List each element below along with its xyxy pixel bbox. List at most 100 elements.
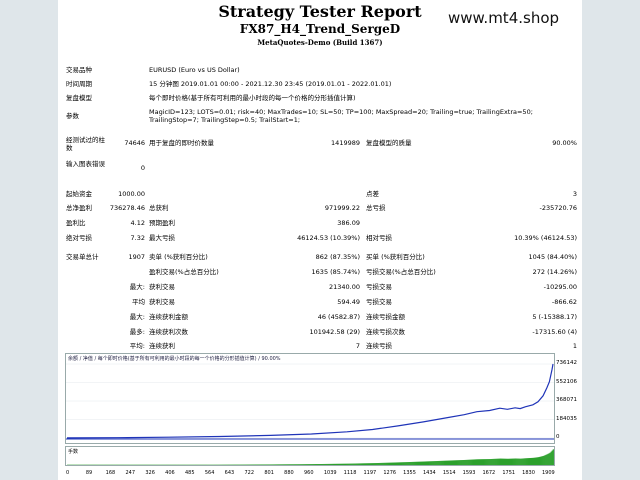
largest-loss-label: 亏损交易	[366, 283, 392, 291]
x-tick-label: 643	[224, 470, 235, 476]
volume-bar	[497, 458, 499, 465]
volume-bar	[295, 464, 297, 465]
volume-bar	[303, 464, 305, 465]
volume-bar	[280, 464, 283, 465]
x-tick-label: 1593	[462, 470, 476, 476]
gross-loss-label: 总亏损	[366, 204, 386, 212]
volume-bar	[414, 461, 416, 465]
max-consec-profit-label: 连续获利次数	[149, 328, 188, 336]
volume-bar	[292, 464, 294, 465]
volume-bar	[327, 463, 329, 465]
volume-bar	[483, 459, 485, 465]
volume-bar	[337, 463, 340, 465]
max-consec-loss-value: -17315.60 (4)	[532, 328, 577, 336]
volume-bar	[551, 450, 553, 465]
volume-bar	[508, 458, 511, 465]
volume-bar	[541, 456, 543, 465]
long-trades-value: 1045 (84.40%)	[528, 253, 577, 261]
period-label: 时间周期	[66, 80, 92, 88]
volume-bar	[306, 464, 308, 465]
x-tick-label: 1276	[383, 470, 397, 476]
x-tick-label: 722	[244, 470, 255, 476]
report-header: Strategy Tester Report FX87_H4_Trend_Ser…	[58, 2, 582, 48]
volume-bar	[392, 462, 395, 465]
volume-bar	[534, 457, 536, 465]
x-tick-label: 89	[85, 470, 93, 476]
net-profit-label: 总净盈利	[66, 204, 92, 212]
volume-bar	[322, 463, 324, 465]
gross-loss-value: -235720.76	[539, 204, 578, 212]
max-consec-losses-value: 5 (-15388.17)	[532, 313, 577, 321]
volume-bar	[278, 464, 281, 465]
volume-bar	[343, 463, 346, 465]
x-tick-label: 880	[284, 470, 294, 476]
volume-bar	[444, 460, 447, 465]
rel-drawdown-value: 10.39% (46124.53)	[514, 234, 577, 242]
volume-bar	[496, 458, 498, 465]
largest-loss-value: -10295.00	[543, 283, 577, 291]
volume-bar	[478, 459, 480, 465]
volume-bar	[513, 458, 515, 465]
volume-bar	[442, 460, 444, 465]
volume-bar	[517, 458, 519, 465]
volume-bar	[264, 464, 266, 465]
volume-bar	[352, 463, 354, 465]
volume-bar	[391, 462, 394, 465]
bars-label: 经测试过的柱数	[66, 136, 105, 152]
volume-bar	[276, 464, 278, 465]
volume-bar	[482, 459, 484, 465]
volume-bar	[384, 462, 386, 465]
x-tick-label: 247	[125, 470, 136, 476]
x-tick-label: 1197	[363, 470, 377, 476]
volume-bar	[452, 460, 455, 465]
volume-bar	[368, 463, 370, 465]
max-consec-row-label: 最大:	[129, 313, 145, 321]
volume-bar	[535, 457, 537, 465]
volume-bar	[318, 464, 320, 465]
volume-bar	[351, 463, 353, 465]
volume-bar	[411, 461, 413, 465]
volume-bar	[305, 464, 307, 465]
volume-bar	[547, 453, 549, 465]
volume-bar	[427, 461, 429, 465]
volume-bar	[537, 457, 539, 465]
volume-bar	[522, 458, 524, 465]
volume-bar	[375, 463, 377, 465]
volume-bar	[317, 464, 319, 465]
avg-loss-value: -866.62	[551, 298, 577, 306]
volume-bar	[413, 461, 415, 465]
volume-bar	[314, 464, 316, 465]
volume-bar	[495, 458, 497, 465]
volume-bar	[430, 461, 432, 465]
volume-bar	[415, 461, 417, 465]
volume-bar	[386, 462, 388, 465]
volume-bar	[514, 458, 516, 465]
volume-bar	[359, 463, 361, 465]
volume-chart-svg	[67, 449, 554, 465]
volume-bar	[426, 461, 428, 465]
volume-bar	[468, 459, 470, 465]
volume-bar	[462, 460, 464, 465]
volume-bar	[530, 457, 532, 465]
volume-bar	[296, 464, 298, 465]
volume-bar	[549, 452, 551, 465]
volume-bar	[260, 464, 262, 465]
avg-consec-wins-label: 连续获利	[149, 342, 175, 350]
volume-bar	[261, 464, 263, 465]
x-tick-label: 326	[145, 470, 155, 476]
volume-bar	[407, 462, 409, 465]
volume-bar	[394, 462, 397, 465]
volume-bar	[269, 464, 271, 465]
volume-bar	[356, 463, 358, 465]
symbol-value: EURUSD (Euro vs US Dollar)	[149, 66, 240, 74]
volume-bar	[291, 464, 293, 465]
volume-bar	[294, 464, 296, 465]
volume-bar	[449, 460, 452, 465]
volume-bar	[475, 459, 477, 465]
x-tick-label: 1672	[482, 470, 496, 476]
volume-bar	[479, 459, 481, 465]
avg-consec-losses-value: 1	[572, 342, 577, 350]
volume-bar	[456, 460, 458, 465]
x-tick-label: 1118	[343, 470, 357, 476]
volume-bar	[489, 459, 491, 465]
